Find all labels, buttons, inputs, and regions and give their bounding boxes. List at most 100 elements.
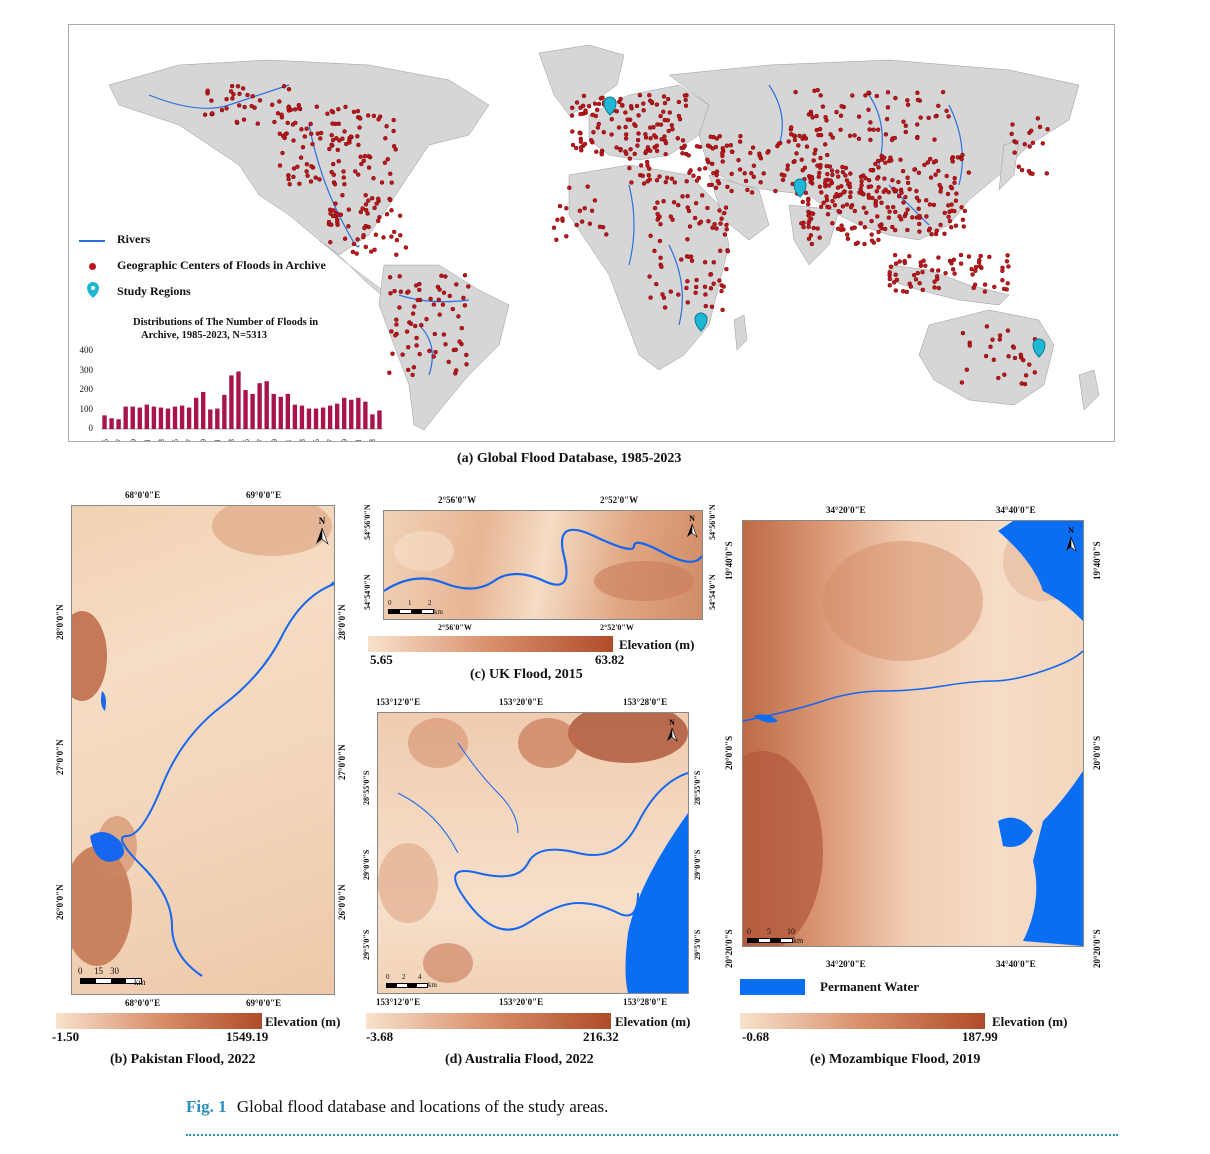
flood-center-dot (750, 145, 756, 150)
flood-center-dot (848, 194, 853, 200)
flood-center-dot (749, 190, 755, 195)
flood-center-dot (896, 179, 901, 185)
flood-center-dot (353, 169, 358, 174)
c-scale-km: km (434, 608, 443, 616)
flood-center-dot (942, 210, 947, 216)
flood-center-dot (441, 332, 447, 337)
flood-center-dot (933, 172, 938, 177)
flood-center-dot (889, 137, 895, 143)
flood-center-dot (209, 111, 215, 116)
flood-center-dot (710, 225, 715, 230)
d-right-tick-2: 29°0'0"S (693, 849, 702, 880)
study-marker-uk (603, 96, 617, 116)
flood-center-dot (1027, 144, 1032, 149)
flood-center-dot (712, 221, 717, 227)
flood-center-dot (863, 175, 868, 181)
d-elevation-label: Elevation (m) (615, 1014, 691, 1029)
flood-center-dot (1005, 281, 1010, 286)
histogram-bar (363, 401, 368, 429)
flood-center-dot (844, 202, 850, 207)
d-scale-2: 2 (402, 973, 406, 981)
flood-center-dot (990, 337, 995, 342)
flood-center-dot (856, 114, 862, 119)
flood-center-dot (817, 235, 822, 240)
flood-center-dot (291, 138, 296, 143)
histogram-bar (179, 405, 185, 429)
flood-center-dot (384, 123, 389, 129)
flood-center-dot (866, 192, 871, 198)
flood-center-dot (582, 206, 587, 211)
flood-center-dot (680, 138, 686, 143)
histogram-x-label: 2017 (326, 439, 335, 441)
b-bottom-tick-2: 69°0'0"E (246, 998, 282, 1008)
flood-center-dot (948, 184, 954, 190)
flood-center-dot (614, 145, 619, 150)
flood-center-dot (648, 136, 653, 141)
flood-center-dot (464, 362, 469, 367)
flood-center-dot (388, 291, 393, 296)
flood-center-dot (789, 131, 794, 137)
flood-center-dot (417, 351, 422, 357)
flood-center-dot (333, 121, 338, 127)
flood-center-dot (793, 89, 798, 95)
flood-center-dot (882, 155, 887, 160)
flood-center-dot (594, 149, 599, 154)
b-top-tick-1: 68°0'0"E (125, 490, 161, 500)
flood-center-dot (229, 83, 235, 89)
flood-center-dot (823, 180, 828, 186)
flood-center-dot (946, 114, 951, 119)
flood-center-dot (665, 118, 670, 123)
flood-center-dot (946, 214, 951, 220)
histogram-bar (334, 403, 340, 429)
flood-center-dot (869, 232, 874, 237)
flood-center-dot (652, 248, 657, 254)
flood-center-dot (905, 227, 910, 233)
flood-center-dot (388, 171, 393, 177)
flood-center-dot (1012, 355, 1018, 361)
flood-center-dot (202, 112, 208, 117)
flood-center-dot (309, 164, 314, 169)
flood-center-dot (680, 194, 685, 199)
histogram-y-tick: 0 (88, 423, 94, 433)
histogram-bar (250, 393, 255, 429)
flood-center-dot (304, 169, 309, 174)
flood-center-dot (662, 305, 668, 310)
flood-center-dot (806, 224, 811, 230)
flood-center-dot (408, 321, 414, 326)
flood-center-dot (279, 112, 284, 117)
flood-center-dot (560, 216, 565, 221)
flood-center-dot (366, 165, 372, 170)
flood-center-dot (355, 237, 360, 242)
flood-center-dot (683, 97, 688, 103)
flood-center-dot (834, 109, 839, 115)
flood-center-dot (334, 135, 339, 141)
flood-center-dot (951, 257, 957, 263)
flood-center-dot (637, 92, 643, 98)
flood-center-dot (414, 283, 419, 288)
flood-center-dot (818, 162, 823, 168)
flood-center-dot (966, 254, 972, 259)
flood-center-dot (443, 274, 448, 279)
flood-center-dot (932, 285, 937, 290)
flood-center-dot (585, 184, 590, 189)
flood-center-dot (205, 88, 210, 93)
flood-center-dot (905, 207, 910, 212)
flood-center-dot (436, 297, 441, 302)
flood-center-dot (355, 134, 360, 139)
flood-center-dot (683, 103, 689, 108)
flood-center-dot (852, 133, 857, 138)
flood-center-dot (397, 213, 403, 218)
flood-center-dot (694, 178, 700, 183)
flood-center-dot (454, 282, 459, 287)
flood-center-dot (391, 143, 397, 149)
flood-center-dot (809, 176, 815, 182)
flood-center-dot (296, 102, 302, 108)
flood-center-dot (927, 202, 933, 207)
flood-center-dot (240, 86, 246, 91)
flood-center-dot (394, 252, 399, 257)
flood-center-dot (982, 289, 988, 294)
flood-center-dot (462, 272, 468, 278)
flood-center-dot (595, 125, 601, 130)
flood-center-dot (936, 285, 941, 291)
